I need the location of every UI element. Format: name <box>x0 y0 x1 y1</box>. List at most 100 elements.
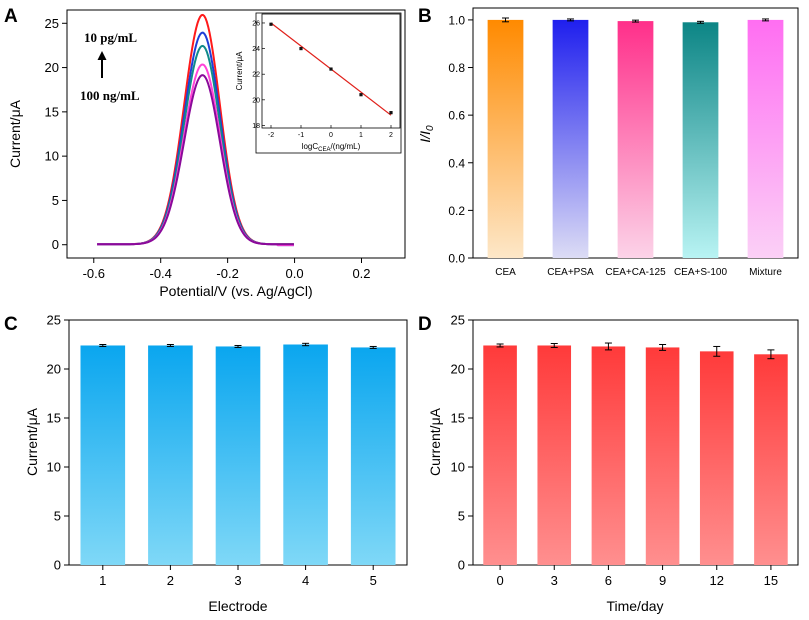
a-xtick-label: 0.0 <box>286 266 304 281</box>
panel-a-xlabel: Potential/V (vs. Ag/AgCl) <box>159 283 312 299</box>
a-ytick-label: 5 <box>52 193 59 208</box>
b-bar <box>682 22 719 258</box>
panel-d-frame <box>472 319 799 566</box>
c-xtick-label: 2 <box>167 573 174 588</box>
panel-b-x-axis: CEA CEA+PSA CEA+CA-125 CEA+S-100 Mixture <box>495 267 782 278</box>
panel-d-x-axis: 0 3 6 9 12 15 <box>496 565 778 588</box>
b-ytick-label: 0.4 <box>448 156 465 170</box>
b-ytick-label: 1.0 <box>448 13 465 27</box>
d-ytick-label: 10 <box>451 460 465 475</box>
d-bar <box>483 345 517 565</box>
panel-c-x-axis: 1 2 3 4 5 <box>99 565 377 588</box>
panel-a-annotation-top: 10 pg/mL <box>84 30 137 45</box>
a-ytick-label: 10 <box>45 149 59 164</box>
inset-xtick-label: 2 <box>389 132 393 139</box>
panel-a-annotation-bottom: 100 ng/mL <box>80 88 140 103</box>
b-xtick-label: CEA <box>495 267 516 278</box>
panel-a-x-axis: -0.6 -0.4 -0.2 0.0 0.2 <box>83 258 371 281</box>
inset-point <box>389 111 393 115</box>
c-bar <box>80 345 126 565</box>
c-ytick-label: 15 <box>47 411 61 426</box>
panel-label-a: A <box>4 6 18 27</box>
a-xtick-label: -0.4 <box>149 266 171 281</box>
c-ytick-label: 25 <box>47 313 61 328</box>
inset-ytick-label: 24 <box>252 46 260 53</box>
b-xtick-label: CEA+S-100 <box>674 267 728 278</box>
d-bar <box>699 351 734 565</box>
b-ytick-label: 0.6 <box>448 109 465 123</box>
c-xtick-label: 4 <box>302 573 309 588</box>
panel-b-selectivity: 0.00.20.40.60.81.0 CEA CEA+PSA CEA+CA-125 C… <box>417 7 799 278</box>
inset-point <box>299 46 303 51</box>
panel-d-xlabel: Time/day <box>606 598 663 614</box>
panel-b-ylabel: I/I0 <box>417 125 436 143</box>
b-ytick-label: 0.2 <box>448 204 465 218</box>
b-ytick-label: 0.0 <box>448 252 465 266</box>
a-ytick-label: 15 <box>45 104 59 119</box>
panel-a-frame <box>66 9 406 259</box>
inset-xlabel: logCCEA/(ng/mL) <box>302 142 361 153</box>
inset-axes: 18 20 22 24 26 -2 -1 0 1 2 <box>252 20 393 139</box>
inset-xtick-label: 1 <box>359 132 363 139</box>
c-xtick-label: 1 <box>99 573 106 588</box>
inset-background <box>255 12 402 154</box>
d-ytick-label: 25 <box>451 313 465 328</box>
d-xtick-label: 9 <box>659 573 666 588</box>
d-bar <box>591 346 626 565</box>
d-xtick-label: 3 <box>551 573 558 588</box>
panel-c-reproducibility: 0 5 10 15 20 25 1 2 3 4 5 Current/μA Electrode <box>24 313 408 614</box>
b-bar <box>617 21 654 258</box>
inset-ytick-label: 22 <box>252 72 260 79</box>
a-ytick-label: 20 <box>45 60 59 75</box>
inset-points <box>269 22 393 115</box>
inset-xtick-label: 0 <box>329 132 333 139</box>
b-ytick-label: 0.8 <box>448 61 465 75</box>
inset-ytick-label: 18 <box>252 123 260 130</box>
c-bar <box>215 346 261 565</box>
a-ytick-label: 25 <box>45 16 59 31</box>
d-ytick-label: 15 <box>451 411 465 426</box>
panel-a-inset-calibration: 18 20 22 24 26 -2 -1 0 1 2 Current/μA logCCEA/(ng… <box>235 12 402 154</box>
b-bar <box>747 19 784 259</box>
panel-c-bars <box>80 342 396 565</box>
d-xtick-label: 12 <box>710 573 724 588</box>
panel-a-ylabel: Current/μA <box>7 99 23 168</box>
c-xtick-label: 5 <box>370 573 377 588</box>
d-xtick-label: 6 <box>605 573 612 588</box>
b-bar <box>487 19 524 259</box>
a-xtick-label: -0.2 <box>216 266 238 281</box>
d-ytick-label: 5 <box>458 509 465 524</box>
b-xtick-label: Mixture <box>749 267 782 278</box>
panel-d-y-axis: 0 5 10 15 20 25 <box>451 313 473 573</box>
c-bar <box>148 345 193 565</box>
inset-point <box>359 93 363 97</box>
inset-ytick-label: 20 <box>252 97 260 104</box>
panel-b-bars <box>487 17 784 259</box>
d-xtick-label: 0 <box>496 573 503 588</box>
a-xtick-label: 0.2 <box>352 266 370 281</box>
d-bar <box>754 354 788 565</box>
panel-c-y-axis: 0 5 10 15 20 25 <box>47 313 69 573</box>
inset-point <box>329 67 333 71</box>
panel-a-arrow-icon <box>97 51 107 60</box>
inset-point <box>269 22 273 26</box>
panel-a-y-axis: 0 5 10 15 20 25 <box>45 16 67 252</box>
panel-d-stability: 0 5 10 15 20 25 0 3 6 9 12 15 Current/μA Time/day <box>427 313 799 614</box>
panel-label-b: B <box>418 6 432 27</box>
panel-c-xlabel: Electrode <box>208 598 267 614</box>
panel-d-ylabel: Current/μA <box>427 407 443 476</box>
panel-label-d: D <box>418 314 432 335</box>
d-bar <box>537 345 572 565</box>
a-xtick-label: -0.6 <box>83 266 105 281</box>
b-bar <box>552 19 589 259</box>
d-xtick-label: 15 <box>764 573 778 588</box>
a-curve-5 <box>97 74 294 246</box>
b-xtick-label: CEA+CA-125 <box>605 267 666 278</box>
d-ytick-label: 0 <box>458 558 465 573</box>
inset-xtick-label: -1 <box>298 132 304 139</box>
c-ytick-label: 0 <box>54 558 61 573</box>
panel-c-ylabel: Current/μA <box>24 407 40 476</box>
panel-label-c: C <box>4 314 18 335</box>
panel-d-bars <box>483 342 788 565</box>
